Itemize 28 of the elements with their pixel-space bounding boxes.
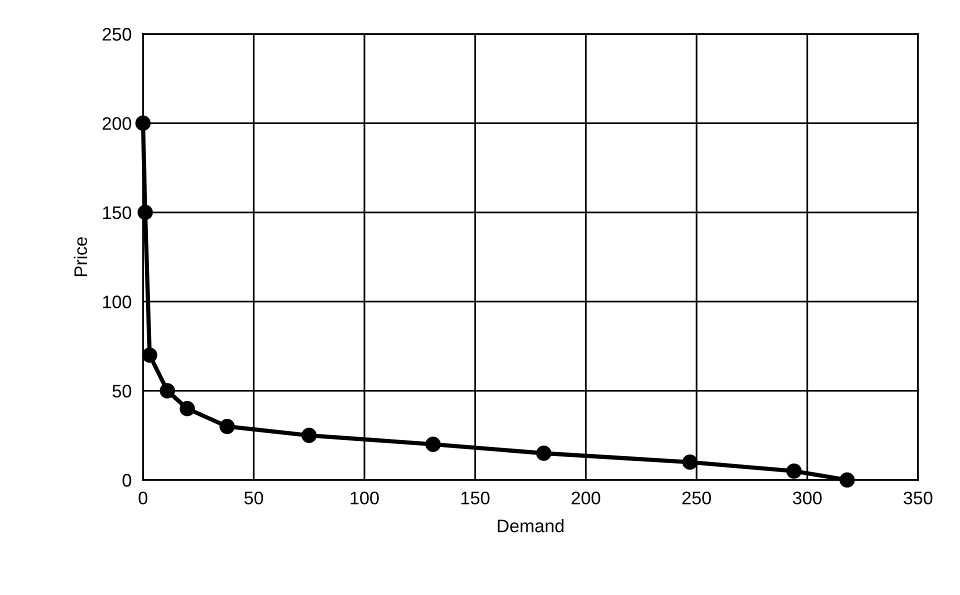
point xyxy=(682,454,698,470)
x-tick-label: 150 xyxy=(461,492,490,504)
x-tick-label: 100 xyxy=(350,492,379,504)
point xyxy=(135,116,151,131)
point xyxy=(138,204,153,220)
x-tick-label: 200 xyxy=(572,492,600,504)
x-tick-label: 350 xyxy=(904,492,932,504)
point xyxy=(301,428,317,444)
point xyxy=(536,446,552,461)
x-tick-label: 0 xyxy=(138,492,148,504)
y-tick-label: 150 xyxy=(103,206,132,220)
point xyxy=(142,347,158,363)
y-tick-label: 200 xyxy=(102,117,132,130)
y-axis-title: Price xyxy=(74,237,88,276)
point xyxy=(786,463,802,479)
x-axis-title: Demand xyxy=(498,519,564,532)
x-tick-label: 250 xyxy=(682,492,711,504)
y-tick-label: 0 xyxy=(122,474,132,487)
point xyxy=(160,383,175,398)
point xyxy=(425,436,441,452)
y-tick-label: 250 xyxy=(102,28,132,41)
x-tick-label: 50 xyxy=(244,492,264,504)
point xyxy=(220,418,235,434)
x-tick-label: 300 xyxy=(792,492,822,504)
y-tick-label: 50 xyxy=(112,384,132,398)
point xyxy=(180,401,195,416)
y-tick-label: 100 xyxy=(103,296,132,308)
point xyxy=(840,472,855,488)
